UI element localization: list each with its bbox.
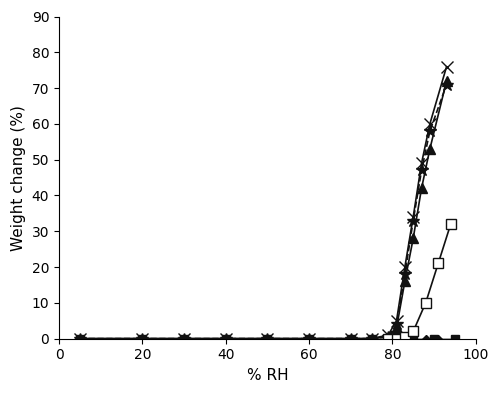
Y-axis label: Weight change (%): Weight change (%) [11, 105, 26, 251]
X-axis label: % RH: % RH [246, 368, 288, 383]
